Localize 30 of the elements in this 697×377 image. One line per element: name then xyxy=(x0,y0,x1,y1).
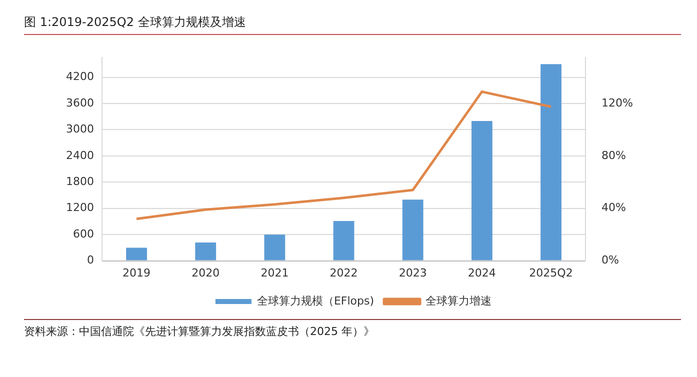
bar xyxy=(540,64,562,260)
bar xyxy=(126,248,147,260)
x-tick-label: 2025Q2 xyxy=(529,266,573,280)
x-tick-label: 2023 xyxy=(398,266,427,280)
x-tick-label: 2020 xyxy=(192,266,220,280)
chart-title: 图 1:2019-2025Q2 全球算力规模及增速 xyxy=(23,14,247,31)
x-tick-label: 2021 xyxy=(260,266,289,280)
y2-tick-label: 80% xyxy=(602,148,626,162)
bar xyxy=(195,242,216,260)
x-tick-label: 2022 xyxy=(330,266,358,280)
y-tick-label: 1800 xyxy=(66,175,94,188)
x-tick-label: 2019 xyxy=(122,266,151,280)
bar xyxy=(402,200,424,260)
y2-tick-label: 120% xyxy=(602,96,634,110)
bar xyxy=(471,120,492,260)
bar xyxy=(333,221,354,260)
y-tick-label: 4200 xyxy=(66,70,94,84)
y-tick-label: 1200 xyxy=(66,201,94,214)
legend-label: 全球算力规模（EFlops) xyxy=(256,294,374,308)
y-tick-label: 3000 xyxy=(66,122,94,136)
y2-tick-label: 40% xyxy=(602,201,626,214)
text: 资料来源：中国信通院《先进计算暨算力发展指数蓝皮书（2025 年）》 xyxy=(23,324,376,339)
y-tick-label: 600 xyxy=(72,227,94,240)
bar xyxy=(264,234,286,260)
y2-tick-label: 0% xyxy=(602,254,620,267)
y-tick-label: 3600 xyxy=(66,96,94,110)
y-tick-label: 2400 xyxy=(66,148,94,162)
y-tick-label: 0 xyxy=(86,254,94,267)
x-tick-label: 2024 xyxy=(468,266,496,280)
legend-label: 全球算力增速 xyxy=(426,294,492,308)
